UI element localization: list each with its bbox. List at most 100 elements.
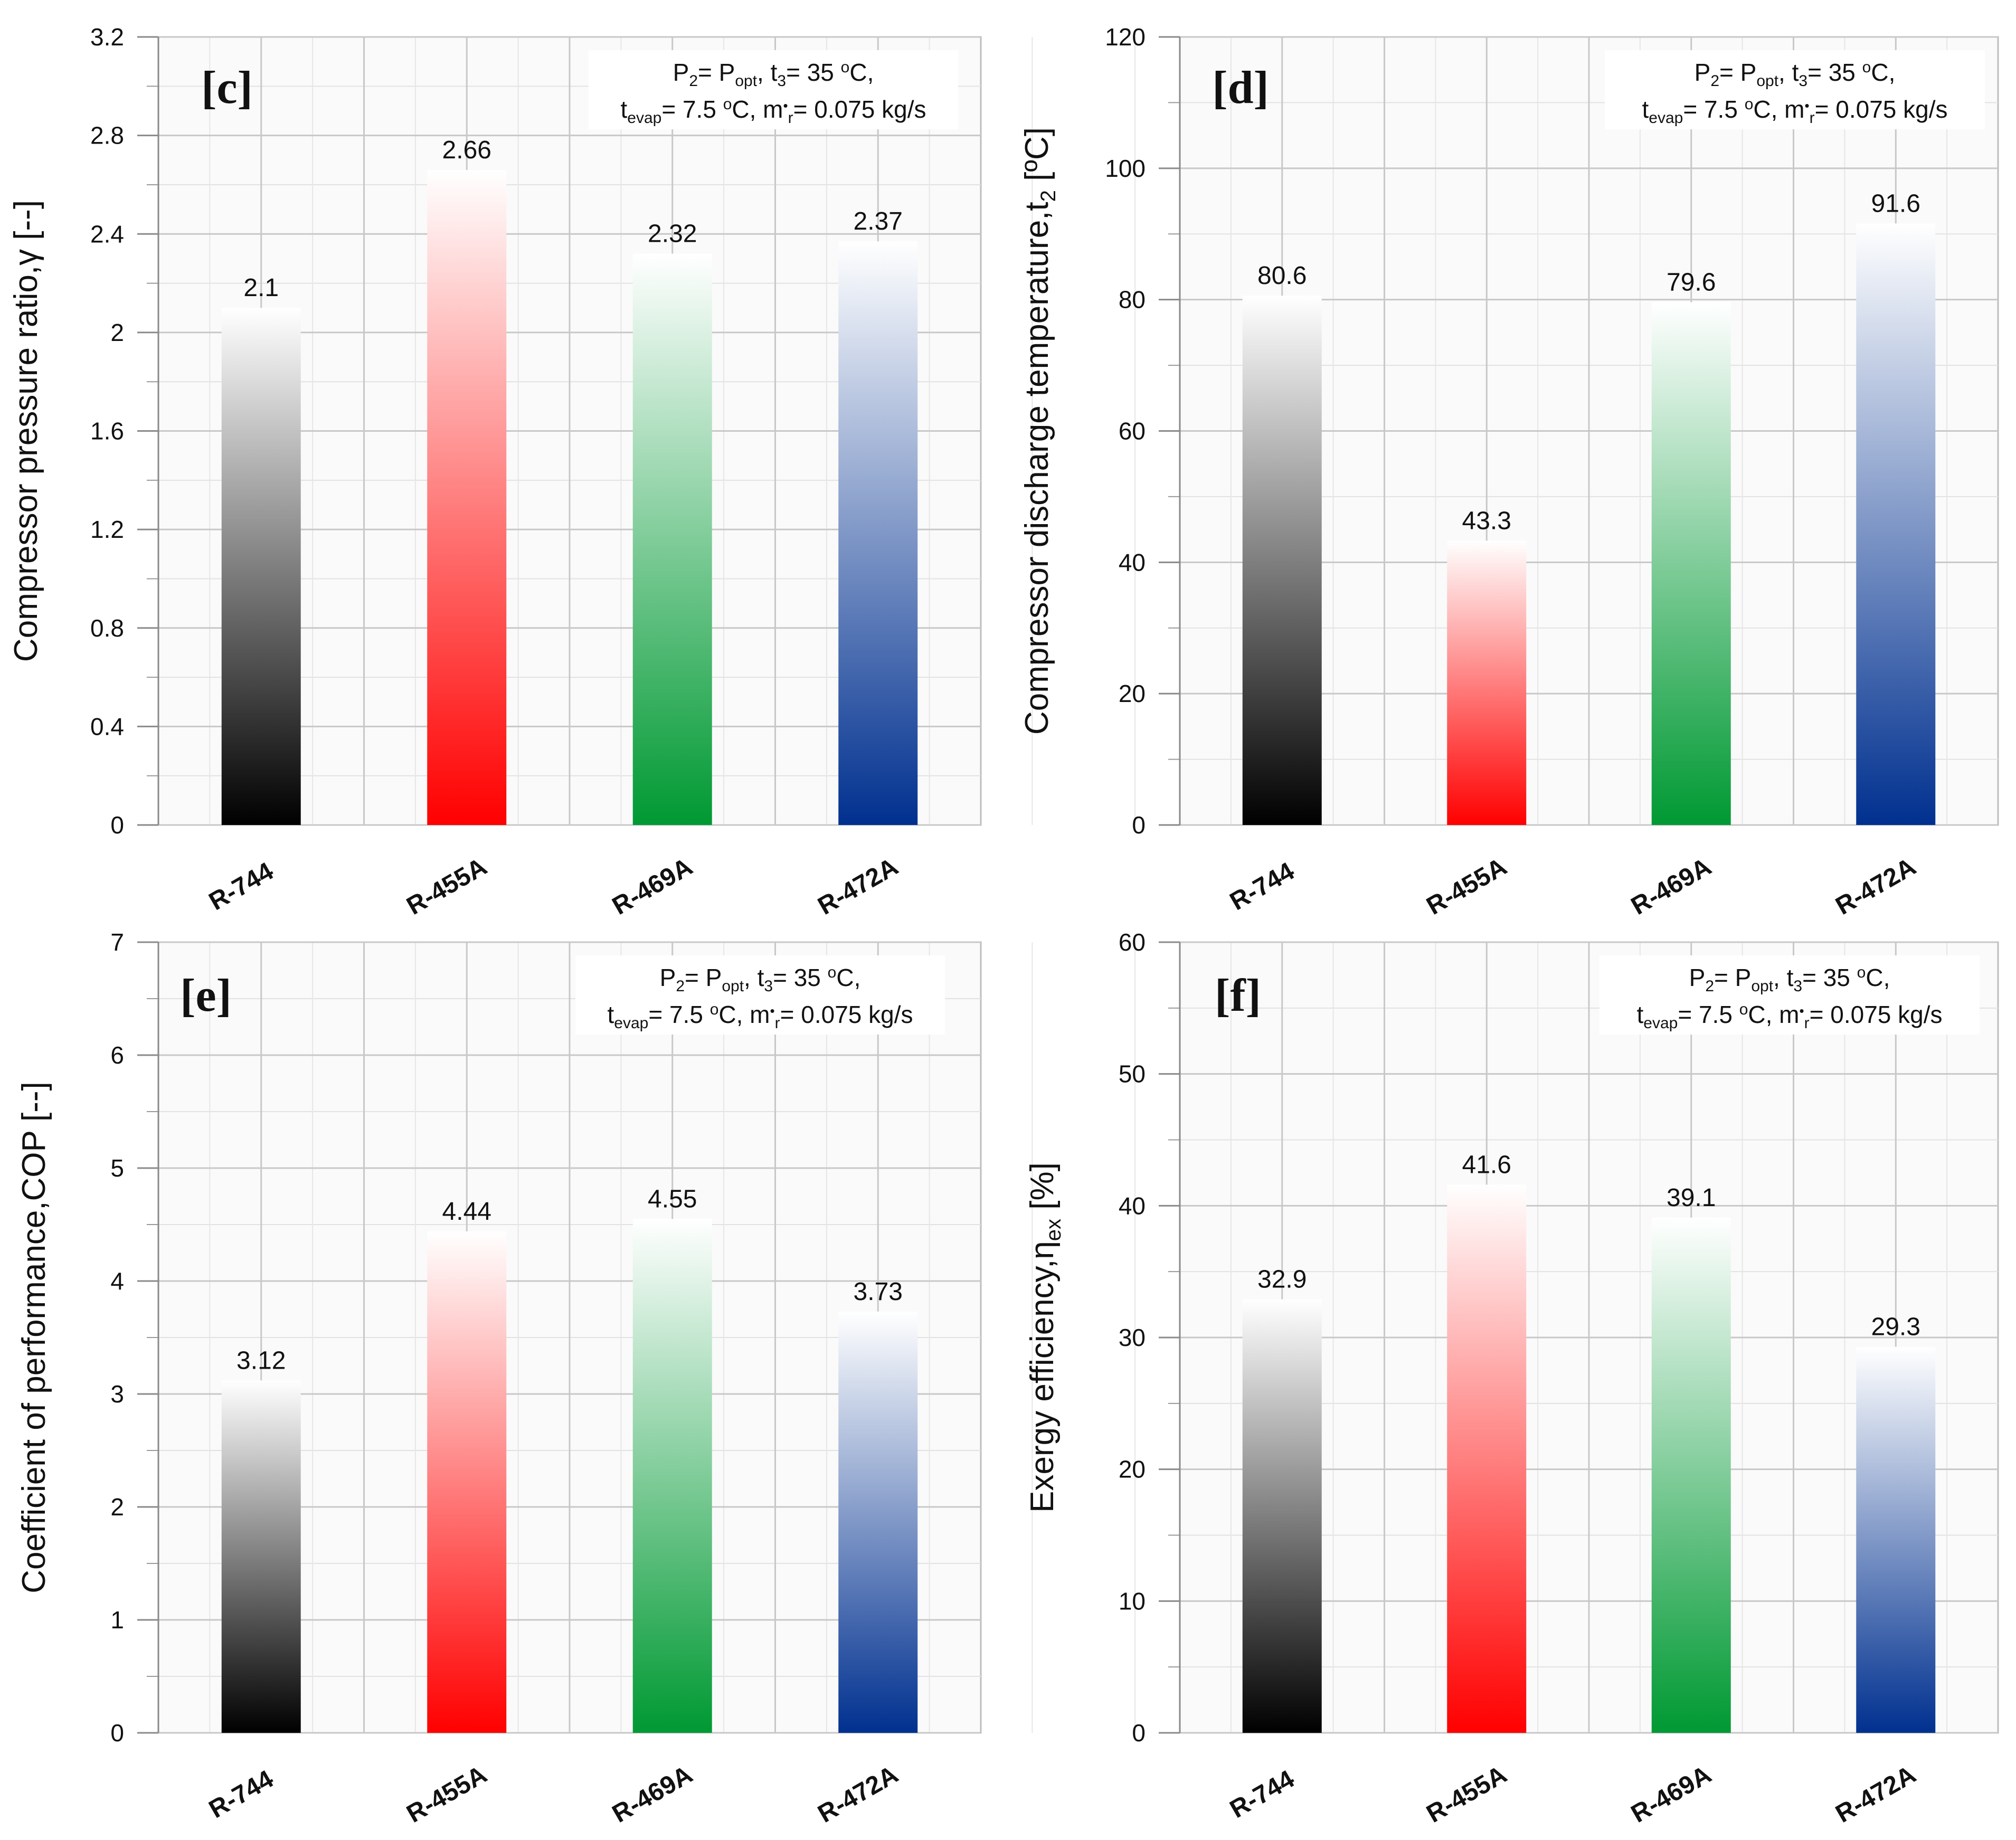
data-label: 2.66 [442, 136, 491, 164]
cond-sub: 3 [777, 72, 786, 90]
cond-sub: r [788, 109, 793, 127]
y-axis-label: Exergy efficiency,ηex [%] [1024, 1162, 1065, 1513]
cond-sup: o [723, 96, 732, 113]
y-tick-label: 50 [1119, 1060, 1146, 1088]
bar-r-469a [1651, 302, 1731, 825]
data-label: 32.9 [1257, 1266, 1307, 1294]
cond-sub: opt [735, 72, 757, 90]
cond-text: = 7.5 [1683, 96, 1744, 123]
bar-r-469a [632, 253, 712, 826]
conditions-line-2: tevap= 7.5 oC, m•r= 0.075 kg/s [607, 1001, 913, 1032]
x-tick-label: R-744 [204, 857, 278, 916]
y-tick-label: 10 [1119, 1587, 1146, 1615]
data-label: 3.73 [854, 1278, 903, 1306]
cond-sup: o [841, 59, 850, 76]
panel-label: [f] [1215, 970, 1261, 1021]
bar-r-455a [427, 1231, 507, 1733]
cond-sub: evap [1649, 109, 1683, 127]
cond-sup: o [828, 964, 837, 981]
y-tick-label: 30 [1119, 1324, 1146, 1351]
cond-text: = 35 [1802, 964, 1857, 991]
y-axis-label-unit: [ºC] [1019, 127, 1055, 190]
y-tick-label: 0 [110, 1719, 124, 1747]
cond-text: C, [836, 964, 860, 991]
cond-sup: o [1739, 1001, 1748, 1018]
cond-text: = 35 [786, 59, 841, 86]
cond-text: P [660, 964, 676, 991]
cond-sub: 2 [689, 72, 698, 90]
cond-text: = 7.5 [1678, 1001, 1739, 1028]
cond-text: C, [1866, 964, 1890, 991]
cond-text: t [1642, 96, 1649, 123]
chart-panel-f: 0 10 20 30 40 50 60 32.9 R-744 41.6 R-455A 39.1 R-46… [1024, 928, 1999, 1828]
x-tick-label: R-469A [1626, 852, 1716, 921]
conditions-line-1: P2= Popt, t3= 35 oC, [673, 59, 874, 90]
conditions-box [575, 955, 945, 1035]
cond-text: = 0.075 kg/s [1815, 96, 1948, 123]
panel-label: [d] [1212, 62, 1269, 113]
cond-sub: 2 [676, 978, 685, 995]
cond-sub: opt [722, 978, 744, 995]
cond-sub: 3 [764, 978, 773, 995]
cond-sub: r [775, 1014, 780, 1032]
cond-text: t [1636, 1001, 1643, 1028]
y-axis-label-text: Exergy efficiency,η [1024, 1241, 1061, 1513]
x-tick-label: R-744 [204, 1765, 278, 1824]
y-tick-label: 2 [110, 1493, 124, 1521]
cond-sub: r [1810, 109, 1815, 127]
data-label: 2.1 [243, 274, 279, 302]
cond-text: C, m [1753, 96, 1804, 123]
cond-text: P [1695, 59, 1711, 86]
y-axis-label-text: Compressor pressure ratio,γ [--] [8, 200, 44, 662]
y-tick-label: 3.2 [90, 23, 124, 51]
x-tick-label: R-472A [813, 852, 903, 921]
cond-text: , t [744, 964, 764, 991]
bar-r-472a [838, 1311, 918, 1733]
panel-label: [e] [180, 970, 232, 1021]
bar-r-469a [1651, 1217, 1731, 1733]
y-tick-label: 100 [1105, 155, 1146, 182]
cond-text: C, m [718, 1001, 770, 1028]
conditions-box [1605, 50, 1985, 129]
cond-sup: o [1857, 964, 1866, 981]
data-label: 43.3 [1462, 507, 1511, 535]
y-axis-label-sub: ex [1042, 1219, 1065, 1241]
chart-panel-d: 0 20 40 60 80 100 120 80.6 R-744 43.3 R-455A 79.6 R-… [1019, 23, 1999, 921]
x-tick-label: R-472A [1831, 1760, 1921, 1828]
bar-r-469a [632, 1219, 712, 1733]
y-tick-label: 7 [110, 928, 124, 956]
cond-sub: evap [614, 1014, 648, 1032]
conditions-line-2: tevap= 7.5 oC, m•r= 0.075 kg/s [1636, 1001, 1942, 1032]
y-tick-label: 0 [110, 811, 124, 839]
y-tick-label: 0 [1132, 1719, 1146, 1747]
y-tick-label: 80 [1119, 286, 1146, 314]
bar-r-744 [1242, 296, 1322, 825]
cond-sub: opt [1751, 978, 1773, 995]
cond-sup: o [710, 1001, 719, 1018]
y-tick-label: 2 [110, 319, 124, 346]
panel-label: [c] [201, 62, 253, 113]
cond-text: C, [1871, 59, 1895, 86]
y-axis-label-text: Coefficient of performance,COP [--] [16, 1082, 52, 1593]
cond-text: = 0.075 kg/s [780, 1001, 913, 1028]
bar-r-472a [1856, 223, 1936, 826]
conditions-box [1599, 955, 1980, 1035]
data-label: 2.32 [648, 220, 697, 248]
y-tick-label: 1.6 [90, 418, 124, 445]
data-label: 4.55 [648, 1185, 697, 1213]
cond-text: = 0.075 kg/s [793, 96, 926, 123]
y-axis-label: Compressor discharge temperature,t2 [ºC] [1019, 127, 1060, 735]
cond-text: , t [757, 59, 778, 86]
y-tick-label: 40 [1119, 1192, 1146, 1219]
data-label: 4.44 [442, 1198, 491, 1226]
bar-r-455a [427, 169, 507, 826]
cond-dot: • [770, 1003, 775, 1019]
cond-text: , t [1773, 964, 1794, 991]
y-tick-label: 40 [1119, 548, 1146, 576]
cond-sub: opt [1756, 72, 1778, 90]
data-label: 39.1 [1667, 1184, 1716, 1212]
bar-r-472a [1856, 1346, 1936, 1733]
data-label: 79.6 [1667, 269, 1716, 297]
cond-text: t [607, 1001, 614, 1028]
